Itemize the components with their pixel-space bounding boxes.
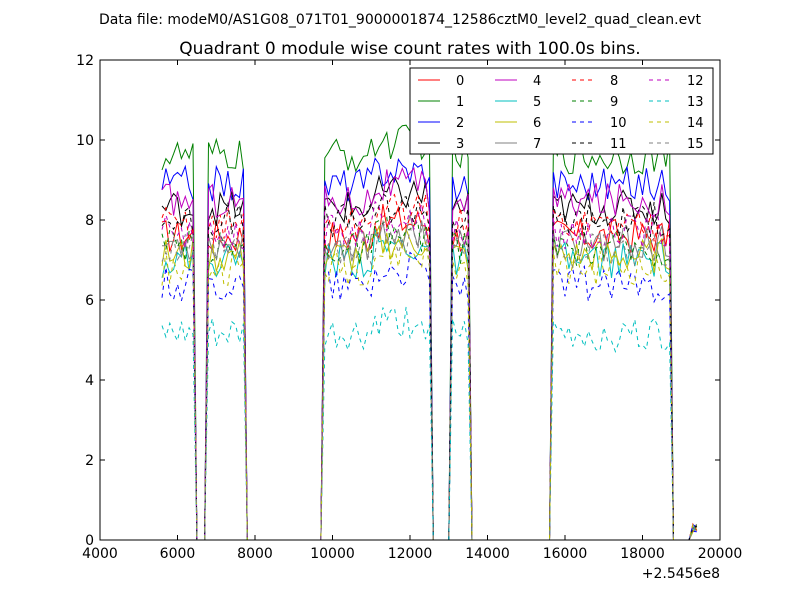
legend-label-7: 7 [533,137,541,152]
legend-label-15: 15 [687,137,704,152]
y-tick-label: 8 [85,213,94,229]
x-tick-label: 16000 [543,546,588,562]
plot-lines [161,124,698,541]
y-tick-label: 12 [76,53,94,69]
legend-label-11: 11 [610,137,627,152]
legend-label-4: 4 [533,74,541,89]
legend-label-0: 0 [456,74,464,89]
x-tick-label: 20000 [698,546,743,562]
legend-label-9: 9 [610,95,618,110]
x-tick-label: 6000 [160,546,196,562]
series-line-9 [161,216,697,541]
x-tick-label: 10000 [310,546,355,562]
legend-box [409,67,714,155]
y-tick-label: 2 [85,453,94,469]
y-tick-label: 4 [85,373,94,389]
legend-label-5: 5 [533,95,541,110]
legend-label-8: 8 [610,74,618,89]
legend-label-6: 6 [533,116,541,131]
legend-label-12: 12 [687,74,704,89]
x-tick-label: 14000 [465,546,510,562]
x-axis: 4000 6000 8000 10000 12000 14000 16000 18000 200… [82,60,742,562]
legend-label-14: 14 [687,116,704,131]
x-tick-label: 8000 [237,546,273,562]
chart-title: Quadrant 0 module wise count rates with … [179,39,640,59]
y-tick-label: 10 [76,133,94,149]
x-tick-label: 18000 [620,546,665,562]
series-line-13 [161,306,698,541]
y-tick-label: 0 [85,533,94,549]
y-tick-label: 6 [85,293,94,309]
legend-label-13: 13 [687,95,704,110]
x-tick-label: 4000 [82,546,118,562]
legend-label-3: 3 [456,137,464,152]
x-tick-label: 12000 [388,546,433,562]
legend-label-10: 10 [610,116,627,131]
legend-label-2: 2 [456,116,464,131]
legend-label-1: 1 [456,95,464,110]
figure-suptitle: Data file: modeM0/AS1G08_071T01_90000018… [99,12,701,28]
x-axis-offset-label: +2.5456e8 [642,566,720,582]
